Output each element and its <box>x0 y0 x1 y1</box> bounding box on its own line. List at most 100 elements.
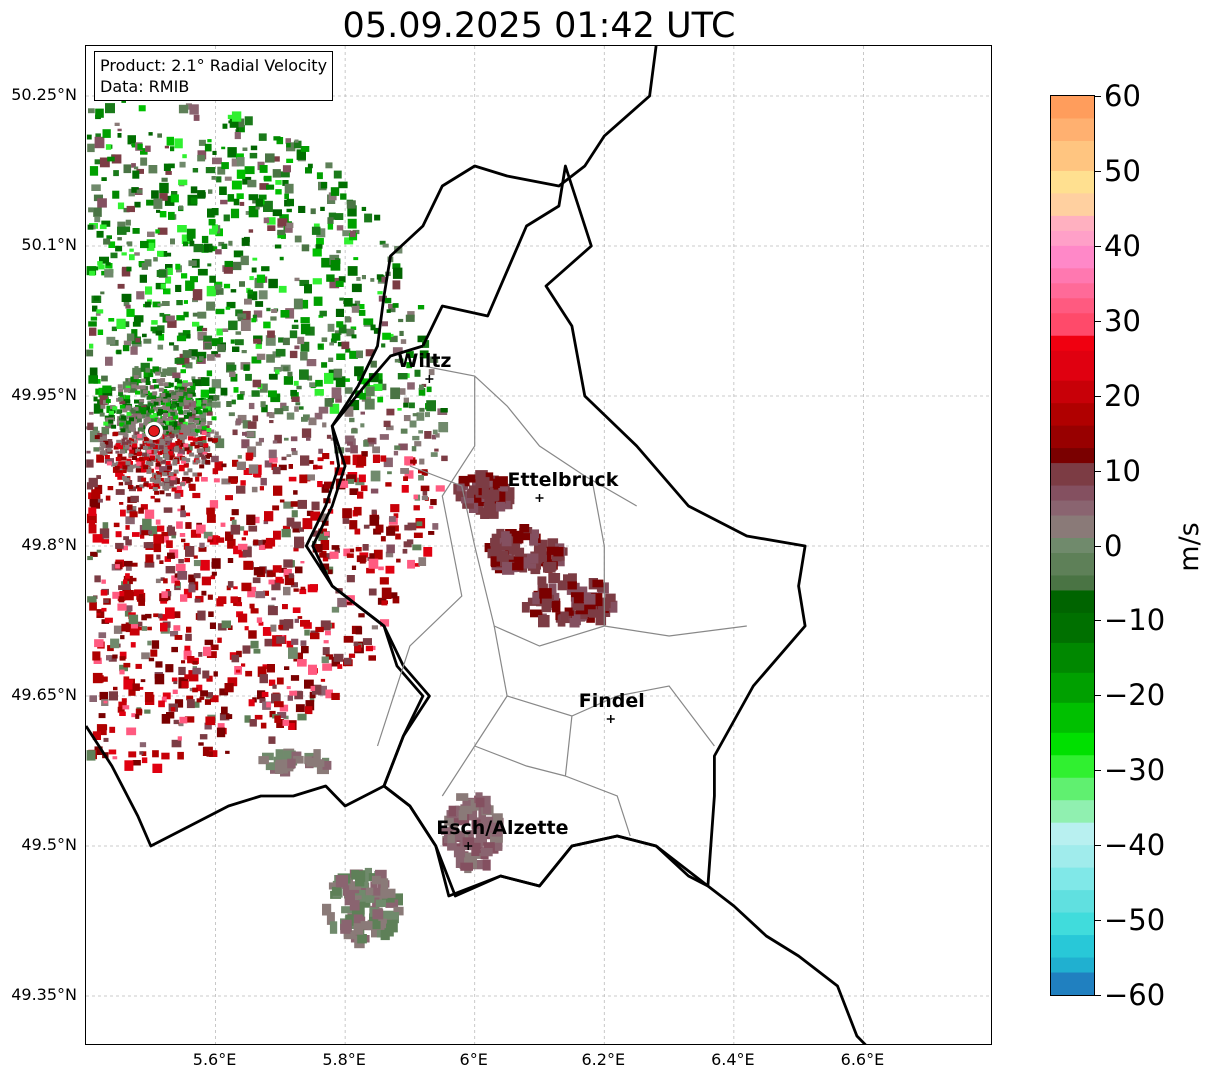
colorbar-tick-mark <box>1095 695 1101 697</box>
echo-cell <box>291 448 296 452</box>
echo-cell <box>143 482 149 487</box>
echo-cell <box>132 591 138 597</box>
echo-cell <box>89 367 98 376</box>
echo-cell <box>146 199 156 206</box>
echo-cell <box>384 297 392 304</box>
echo-cell <box>95 133 101 138</box>
echo-cell <box>389 333 394 337</box>
echo-cell <box>343 930 356 940</box>
echo-cell <box>144 259 152 267</box>
echo-cell <box>471 860 484 870</box>
echo-cell <box>368 373 379 383</box>
echo-cell <box>137 379 143 384</box>
echo-cell <box>161 177 168 182</box>
echo-cell <box>276 137 284 145</box>
echo-cell <box>267 606 278 616</box>
colorbar-band <box>1051 702 1094 734</box>
echo-cell <box>179 436 185 441</box>
echo-cell <box>377 396 384 403</box>
echo-cell <box>182 380 188 385</box>
echo-cell <box>233 586 238 590</box>
echo-cell <box>115 542 124 549</box>
echo-cell <box>156 209 161 213</box>
echo-cell <box>202 327 208 332</box>
echo-cell <box>374 214 381 221</box>
echo-cell <box>286 198 294 207</box>
echo-cell <box>183 471 189 476</box>
echo-cell <box>321 337 328 342</box>
echo-cell <box>181 538 186 543</box>
echo-cell <box>278 764 289 774</box>
echo-cell <box>334 213 344 220</box>
echo-cell <box>236 157 245 167</box>
echo-cell <box>371 509 377 515</box>
echo-cell <box>101 177 107 181</box>
echo-cell <box>113 625 123 634</box>
echo-cell <box>250 608 259 614</box>
echo-cell <box>539 588 552 599</box>
echo-cell <box>140 240 149 249</box>
map-area[interactable]: Wiltz Ettelbruck Findel Esch/Alzette <box>85 45 992 1045</box>
echo-cell <box>117 384 123 389</box>
echo-cell <box>186 699 195 709</box>
echo-cell <box>238 125 245 133</box>
echo-cell <box>217 344 226 353</box>
echo-cell <box>370 645 376 651</box>
echo-cell <box>353 506 362 516</box>
echo-cell <box>227 558 234 563</box>
echo-cell <box>307 375 313 381</box>
echo-cell <box>349 488 359 495</box>
echo-cell <box>120 445 128 454</box>
echo-cell <box>393 893 403 906</box>
echo-cell <box>159 614 168 621</box>
echo-cell <box>207 263 212 267</box>
echo-cell <box>172 409 178 414</box>
echo-cell <box>243 530 248 536</box>
echo-cell <box>159 211 167 218</box>
echo-cell <box>118 596 125 603</box>
colorbar-tick-label: 40 <box>1104 228 1141 263</box>
echo-cell <box>168 382 174 387</box>
echo-cell <box>193 555 198 559</box>
echo-cell <box>347 205 357 217</box>
echo-cell <box>101 426 110 435</box>
echo-cell <box>328 882 337 890</box>
echo-cell <box>311 501 320 511</box>
echo-cell <box>175 284 182 292</box>
echo-cell <box>245 211 251 215</box>
echo-cell <box>141 614 147 621</box>
echo-cell <box>338 276 346 283</box>
echo-cell <box>286 208 292 213</box>
echo-cell <box>181 456 187 461</box>
radar-echoes <box>86 99 618 949</box>
echo-cell <box>214 281 223 288</box>
echo-cell <box>268 679 276 686</box>
colorbar-band <box>1051 515 1094 539</box>
echo-cell <box>281 405 289 412</box>
echo-cell <box>96 724 107 736</box>
echo-cell <box>292 607 301 613</box>
echo-cell <box>122 431 128 436</box>
echo-cell <box>171 191 178 197</box>
echo-cell <box>221 243 228 249</box>
echo-cell <box>236 169 246 179</box>
echo-cell <box>135 485 142 489</box>
echo-cell <box>123 579 128 585</box>
echo-cell <box>419 458 425 465</box>
echo-cell <box>230 524 241 535</box>
echo-cell <box>189 483 196 491</box>
echo-cell <box>298 527 304 532</box>
echo-cell <box>225 750 230 754</box>
echo-cell <box>215 308 225 315</box>
echo-cell <box>290 582 298 588</box>
colorbar-band <box>1051 118 1094 142</box>
echo-cell <box>105 399 111 403</box>
echo-cell <box>475 504 484 515</box>
echo-cell <box>286 517 295 527</box>
echo-cell <box>101 270 106 276</box>
echo-cell <box>316 465 323 470</box>
echo-cell <box>122 475 127 480</box>
echo-cell <box>402 548 408 554</box>
echo-cell <box>141 410 147 415</box>
echo-cell <box>271 579 281 591</box>
